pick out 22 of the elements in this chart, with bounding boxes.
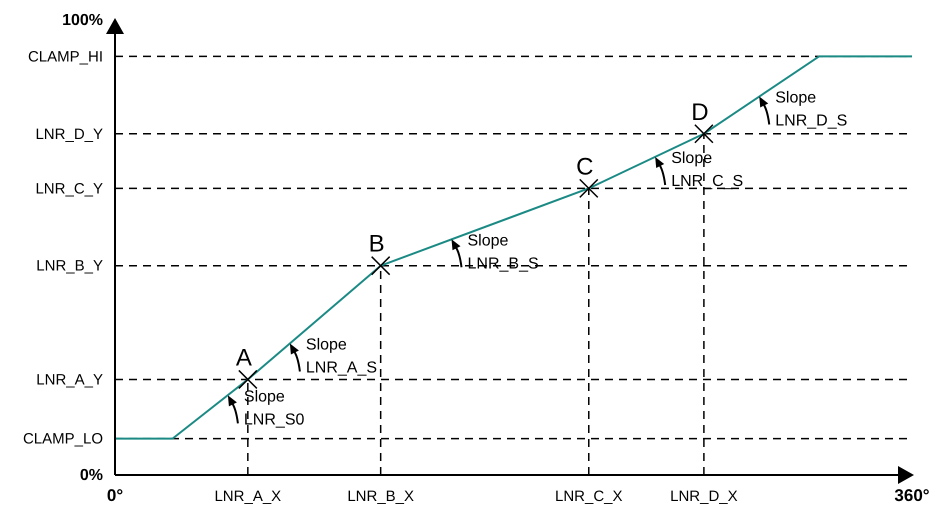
annotation: B: [368, 230, 385, 258]
x-tick-label: 0°: [106, 486, 124, 505]
y-tick-label: LNR_C_Y: [35, 180, 103, 198]
annotation: A: [236, 344, 252, 372]
y-tick-label: LNR_A_Y: [36, 371, 103, 388]
x-tick-label: LNR_A_X: [214, 488, 282, 505]
annotation: Slope LNR_D_S: [775, 89, 848, 130]
y-tick-label: CLAMP_HI: [28, 48, 103, 66]
y-tick-label: 0%: [80, 467, 103, 484]
x-tick-label: LNR_C_X: [555, 488, 623, 505]
x-tick-label: 360°: [894, 486, 930, 505]
x-tick-label: LNR_B_X: [347, 488, 414, 505]
line-series: [115, 55, 912, 440]
annotation: D: [691, 98, 709, 126]
x-tick-label: LNR_D_X: [670, 488, 738, 505]
annotation: C: [576, 153, 594, 180]
annotation: Slope LNR_S0: [244, 388, 304, 428]
y-tick-label: CLAMP_LO: [22, 430, 103, 448]
y-tick-label: LNR_D_Y: [35, 126, 103, 143]
y-tick-label: LNR_B_Y: [36, 258, 103, 275]
y-tick-label: 100%: [62, 12, 103, 29]
annotation: Slope LNR_A_S: [306, 336, 378, 377]
